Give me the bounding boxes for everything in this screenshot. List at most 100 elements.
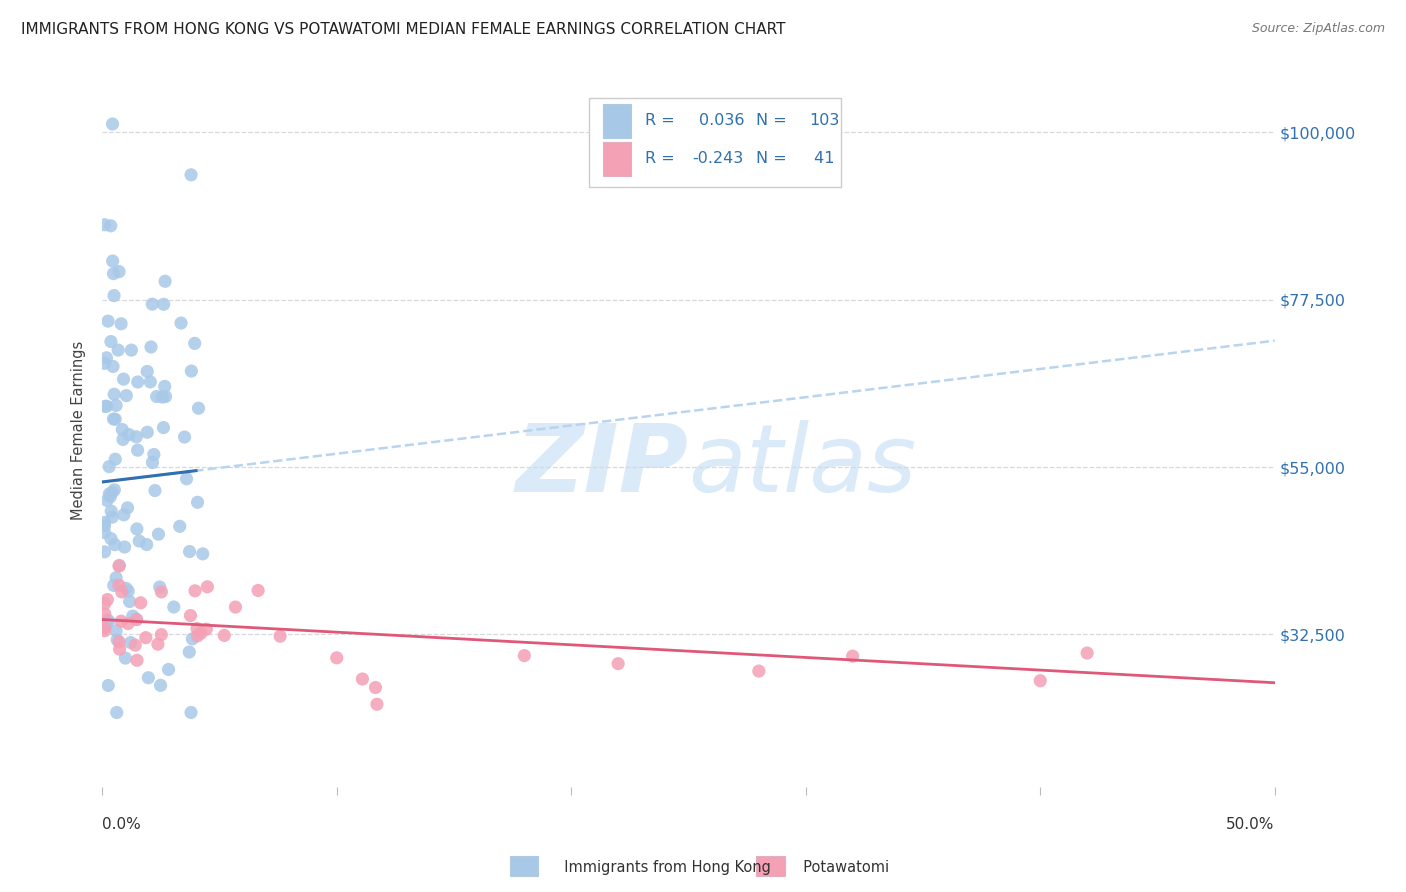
Point	[136, 364, 159, 378]
Point	[224, 600, 246, 615]
Point	[141, 297, 163, 311]
Text: N =: N =	[756, 113, 793, 128]
Point	[121, 609, 143, 624]
Point	[170, 316, 193, 330]
Point	[105, 624, 128, 638]
Point	[117, 616, 139, 631]
Point	[98, 459, 121, 474]
Point	[157, 663, 180, 677]
Point	[93, 356, 115, 370]
Point	[127, 443, 149, 458]
Point	[96, 592, 118, 607]
Text: 50.0%: 50.0%	[1226, 817, 1275, 832]
Text: Potawatomi: Potawatomi	[794, 860, 890, 874]
Point	[111, 423, 134, 437]
Point	[112, 372, 135, 386]
Point	[352, 672, 374, 686]
Point	[112, 508, 135, 522]
Point	[186, 622, 208, 636]
Point	[114, 651, 136, 665]
Point	[93, 597, 115, 611]
Point	[152, 420, 174, 434]
Point	[115, 389, 138, 403]
Point	[125, 613, 148, 627]
Point	[94, 618, 117, 632]
Point	[118, 427, 141, 442]
Point	[186, 629, 208, 643]
Point	[325, 650, 347, 665]
Text: 0.036: 0.036	[699, 113, 745, 128]
Point	[118, 594, 141, 608]
Point	[117, 584, 139, 599]
Text: atlas: atlas	[689, 420, 917, 511]
Text: N =: N =	[756, 151, 793, 166]
Point	[104, 538, 127, 552]
Point	[139, 375, 162, 389]
Point	[841, 649, 863, 664]
Point	[93, 545, 115, 559]
Point	[124, 638, 146, 652]
Point	[110, 614, 132, 628]
Point	[169, 519, 191, 533]
Point	[96, 613, 118, 627]
Point	[107, 343, 129, 357]
Text: 103: 103	[810, 113, 839, 128]
Text: 41: 41	[810, 151, 835, 166]
Point	[103, 412, 125, 426]
Point	[150, 627, 173, 641]
Point	[135, 538, 157, 552]
Point	[97, 679, 120, 693]
Point	[179, 544, 201, 558]
Point	[125, 430, 148, 444]
Point	[103, 267, 125, 281]
Text: R =: R =	[645, 113, 681, 128]
Point	[100, 490, 122, 504]
Point	[96, 351, 118, 365]
Point	[94, 400, 117, 414]
Point	[366, 698, 388, 712]
Point	[183, 336, 205, 351]
Point	[93, 624, 115, 638]
Point	[138, 671, 160, 685]
Point	[93, 518, 115, 533]
Point	[179, 608, 201, 623]
Point	[1029, 673, 1052, 688]
Point	[149, 580, 172, 594]
Point	[108, 264, 131, 278]
Point	[97, 614, 120, 628]
Point	[143, 483, 166, 498]
Point	[180, 364, 202, 378]
Point	[101, 359, 124, 374]
Point	[101, 254, 124, 268]
Point	[179, 645, 201, 659]
Point	[607, 657, 630, 671]
Point	[101, 485, 124, 500]
Point	[180, 706, 202, 720]
Point	[110, 317, 132, 331]
Point	[184, 583, 207, 598]
FancyBboxPatch shape	[589, 98, 841, 187]
Point	[146, 637, 169, 651]
FancyBboxPatch shape	[603, 142, 631, 176]
Point	[93, 516, 115, 530]
Point	[181, 632, 204, 646]
Point	[103, 288, 125, 302]
Point	[105, 399, 128, 413]
Point	[111, 433, 134, 447]
Point	[101, 510, 124, 524]
Point	[748, 664, 770, 678]
Point	[103, 387, 125, 401]
Point	[108, 559, 131, 574]
Bar	[756, 856, 785, 876]
Point	[364, 681, 387, 695]
Point	[108, 635, 131, 649]
Point	[93, 525, 115, 540]
Point	[163, 599, 186, 614]
Point	[103, 578, 125, 592]
Point	[100, 504, 122, 518]
Point	[114, 540, 136, 554]
Point	[108, 642, 131, 657]
Point	[1076, 646, 1098, 660]
Point	[105, 632, 128, 647]
Point	[148, 527, 170, 541]
